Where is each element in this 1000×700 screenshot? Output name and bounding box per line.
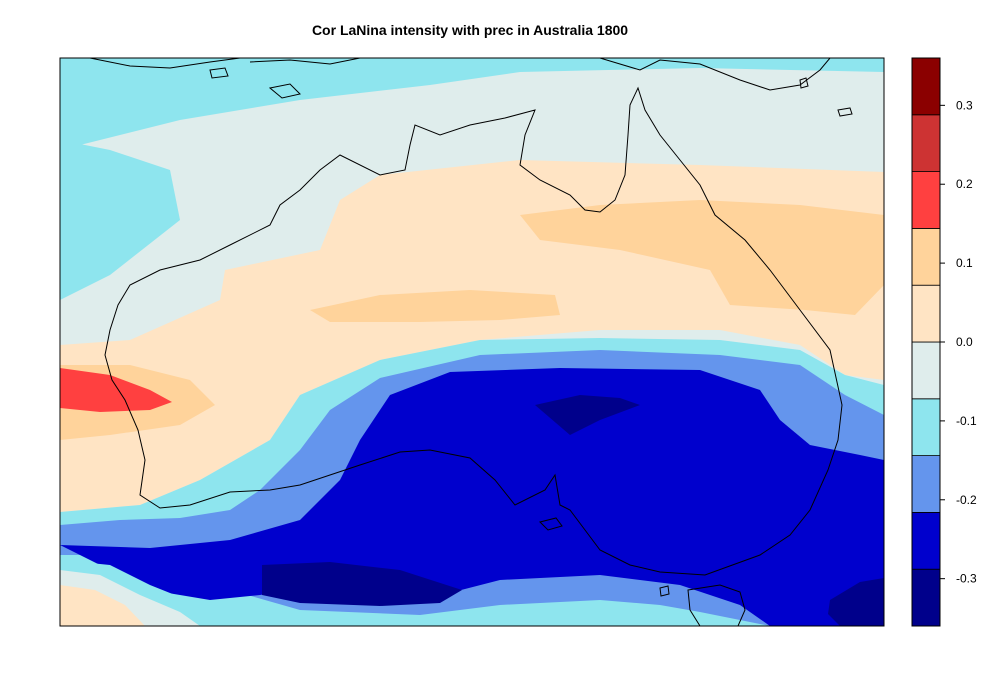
indonesia-coastline-2	[249, 58, 361, 65]
contour-south-blue	[60, 368, 884, 626]
island-4	[837, 107, 853, 117]
coastline	[89, 58, 853, 626]
colorbar-tick-label: -0.2	[956, 493, 977, 507]
contour-west-red	[60, 368, 172, 412]
australia-coastline	[104, 86, 843, 576]
map-title: Cor LaNina intensity with prec in Austra…	[311, 22, 629, 38]
colorbar-tick-label: -0.1	[956, 414, 977, 428]
colorbar-tick-label: 0.1	[956, 256, 973, 270]
contour-sw-orange	[60, 585, 145, 626]
colorbar-bin	[911, 398, 941, 456]
colorbar-bin	[911, 568, 941, 627]
contour-navy-center	[535, 395, 640, 435]
island-2	[209, 67, 229, 79]
contour-orange-east	[520, 200, 884, 315]
contour-west-cyan	[60, 140, 180, 300]
kangaroo-island	[539, 517, 563, 531]
contour-navy-southeast	[828, 578, 884, 626]
colorbar-tick-label: 0.2	[956, 177, 973, 191]
colorbar-bin	[911, 512, 941, 570]
contour-map	[60, 58, 884, 626]
colorbar-bin	[911, 57, 941, 116]
indonesia-coastline-1	[89, 58, 241, 69]
contour-north-cyan	[60, 58, 884, 150]
island-3	[659, 585, 670, 597]
tasmania-coastline	[687, 584, 746, 626]
colorbar-bin	[911, 227, 941, 286]
colorbar-bin	[911, 455, 941, 513]
island-5	[799, 77, 809, 89]
colorbar-tick-label: -0.3	[956, 572, 977, 586]
colorbar-bin	[911, 171, 941, 229]
colorbar-bin	[911, 284, 941, 343]
colorbar-bin	[911, 341, 941, 400]
colorbar: -0.3 -0.2 -0.1 0.0 0.1 0.2 0.3	[911, 57, 977, 627]
plot-frame	[59, 57, 885, 627]
new-guinea-coastline	[599, 58, 831, 91]
colorbar-bin	[911, 114, 941, 173]
island-1	[268, 83, 301, 99]
colorbar-tick-label: 0.3	[956, 98, 973, 112]
colorbar-tick-label: 0.0	[956, 335, 973, 349]
contour-navy-south	[262, 562, 462, 606]
contour-orange-center	[310, 290, 560, 322]
